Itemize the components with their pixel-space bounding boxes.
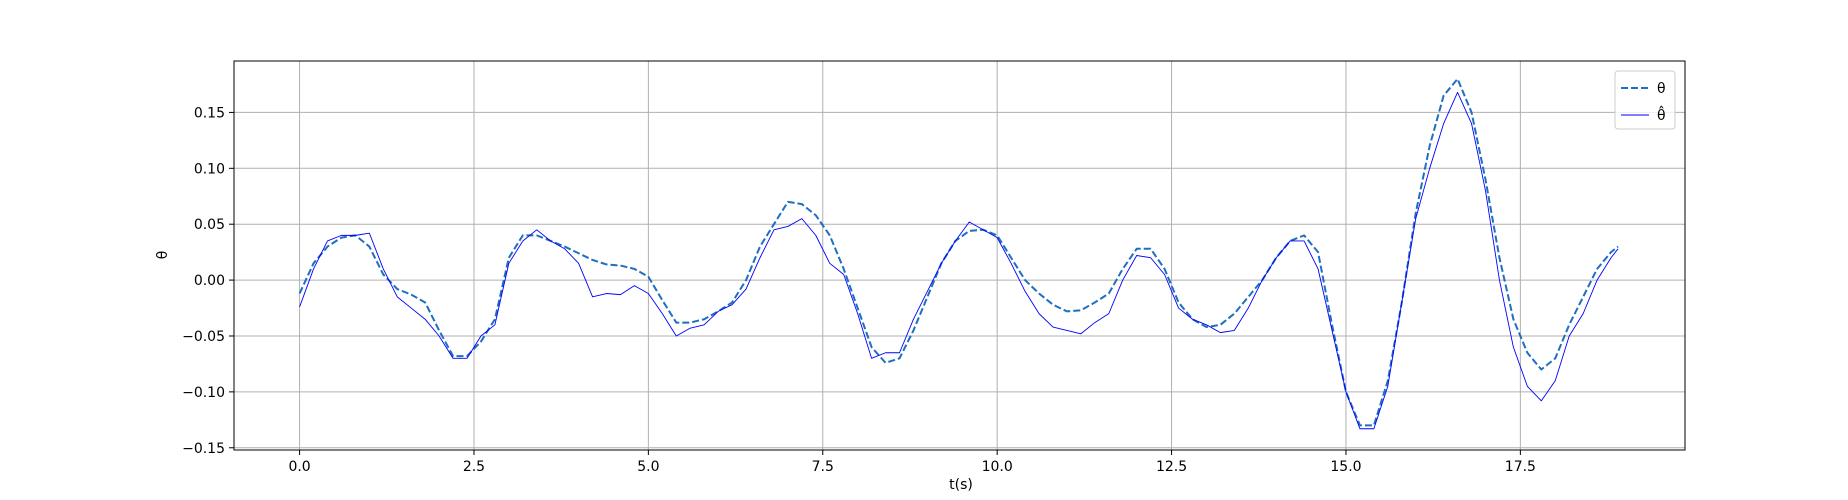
data-line	[299, 91, 1619, 430]
legend-label: θ	[1657, 81, 1666, 97]
legend: θ θ̂	[1614, 70, 1676, 130]
legend-box	[1614, 70, 1676, 130]
x-tick-label: 12.5	[1156, 459, 1187, 475]
x-tick-label: 2.5	[463, 459, 485, 475]
legend-label: θ̂	[1657, 105, 1666, 124]
x-tick-label: 15.0	[1330, 459, 1361, 475]
y-tick-label: −0.05	[182, 329, 225, 345]
y-tick-label: −0.15	[182, 441, 225, 457]
plot-frame	[233, 60, 1686, 451]
y-axis-label: θ	[155, 251, 171, 260]
x-axis-label: t(s)	[949, 477, 973, 493]
y-tick-label: 0.00	[194, 273, 225, 289]
x-tick-label: 10.0	[982, 459, 1013, 475]
x-tick-label: 17.5	[1505, 459, 1536, 475]
y-tick-label: −0.10	[182, 385, 225, 401]
y-tick-label: 0.05	[194, 217, 225, 233]
x-tick-label: 5.0	[637, 459, 659, 475]
y-tick-label: 0.15	[194, 105, 225, 121]
x-tick-label: 7.5	[812, 459, 834, 475]
data-line	[298, 77, 1619, 427]
x-tick-label: 0.0	[288, 459, 310, 475]
y-tick-label: 0.10	[194, 161, 225, 177]
